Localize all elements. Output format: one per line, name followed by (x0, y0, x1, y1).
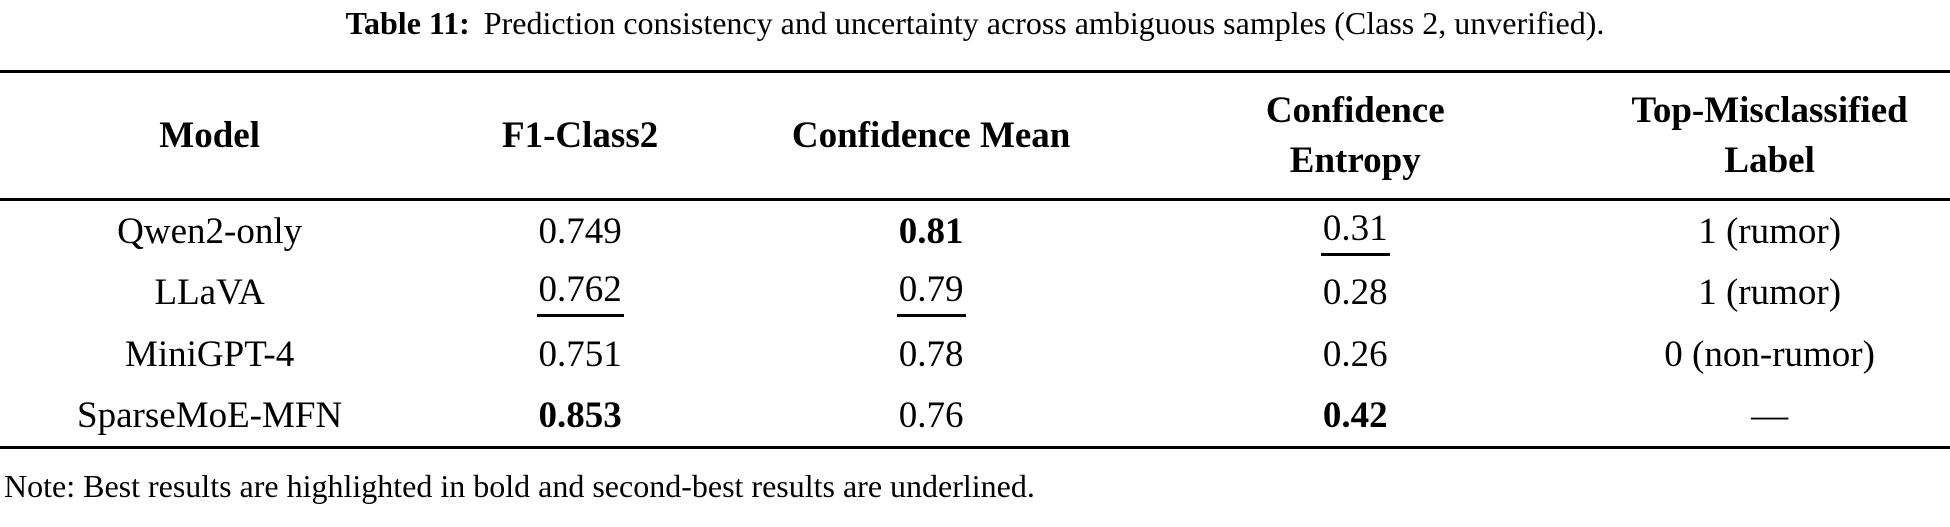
table-caption: Table 11: Prediction consistency and unce… (0, 0, 1950, 70)
table-caption-text: Prediction consistency and uncertainty a… (483, 5, 1605, 41)
table-cell: 0.853 (538, 395, 622, 437)
table-cell: 0.26 (1322, 334, 1388, 375)
table-cell: 0.76 (898, 395, 964, 437)
table-cell: Qwen2-only (117, 210, 303, 252)
table-cell: — (1751, 395, 1789, 437)
table-header-row: Model F1-Class2 Confidence Mean Confidence E… (0, 72, 1950, 200)
table-cell: 0.28 (1322, 272, 1388, 313)
table-row: SparseMoE-MFN 0.853 0.76 0.42 — (0, 386, 1950, 448)
table-cell: 0.78 (898, 334, 964, 375)
column-header-confidence-mean: Confidence Mean (791, 114, 1071, 156)
table-row: LLaVA 0.762 0.79 0.28 1 (rumor) (0, 262, 1950, 324)
table-cell: 0.81 (898, 210, 964, 252)
column-header-f1-class2: F1-Class2 (502, 114, 659, 156)
column-header-model: Model (159, 114, 260, 156)
table-note: Note: Best results are highlighted in bo… (4, 468, 1035, 504)
table-cell: 1 (rumor) (1698, 272, 1842, 313)
table-caption-label: Table 11: (345, 5, 470, 41)
table-cell: MiniGPT-4 (124, 334, 295, 375)
table-row: Qwen2-only 0.749 0.81 0.31 1 (rumor) (0, 200, 1950, 262)
table-cell: 0 (non-rumor) (1664, 334, 1875, 375)
table-cell: 0.79 (741, 262, 1121, 324)
results-table: Model F1-Class2 Confidence Mean Confidence E… (0, 70, 1950, 449)
table-cell: 0.751 (538, 334, 622, 375)
table-cell: SparseMoE-MFN (77, 395, 343, 437)
table-cell: 0.749 (538, 210, 622, 252)
table-header: Model F1-Class2 Confidence Mean Confidence E… (0, 71, 1950, 200)
table-cell: 0.31 (1121, 200, 1589, 262)
table-cell: LLaVA (154, 272, 265, 313)
column-header-confidence-entropy: Confidence Entropy (1265, 89, 1445, 181)
column-header-top-misclassified-label: Top-Misclassified Label (1631, 89, 1908, 181)
table-row: MiniGPT-4 0.751 0.78 0.26 0 (non-rumor) (0, 324, 1950, 386)
table-cell: 0.762 (419, 262, 741, 324)
table-cell: 0.42 (1322, 395, 1388, 437)
table-body: Qwen2-only 0.749 0.81 0.31 1 (rumor) LLaVA 0.7… (0, 200, 1950, 448)
table-cell: 1 (rumor) (1698, 210, 1842, 252)
